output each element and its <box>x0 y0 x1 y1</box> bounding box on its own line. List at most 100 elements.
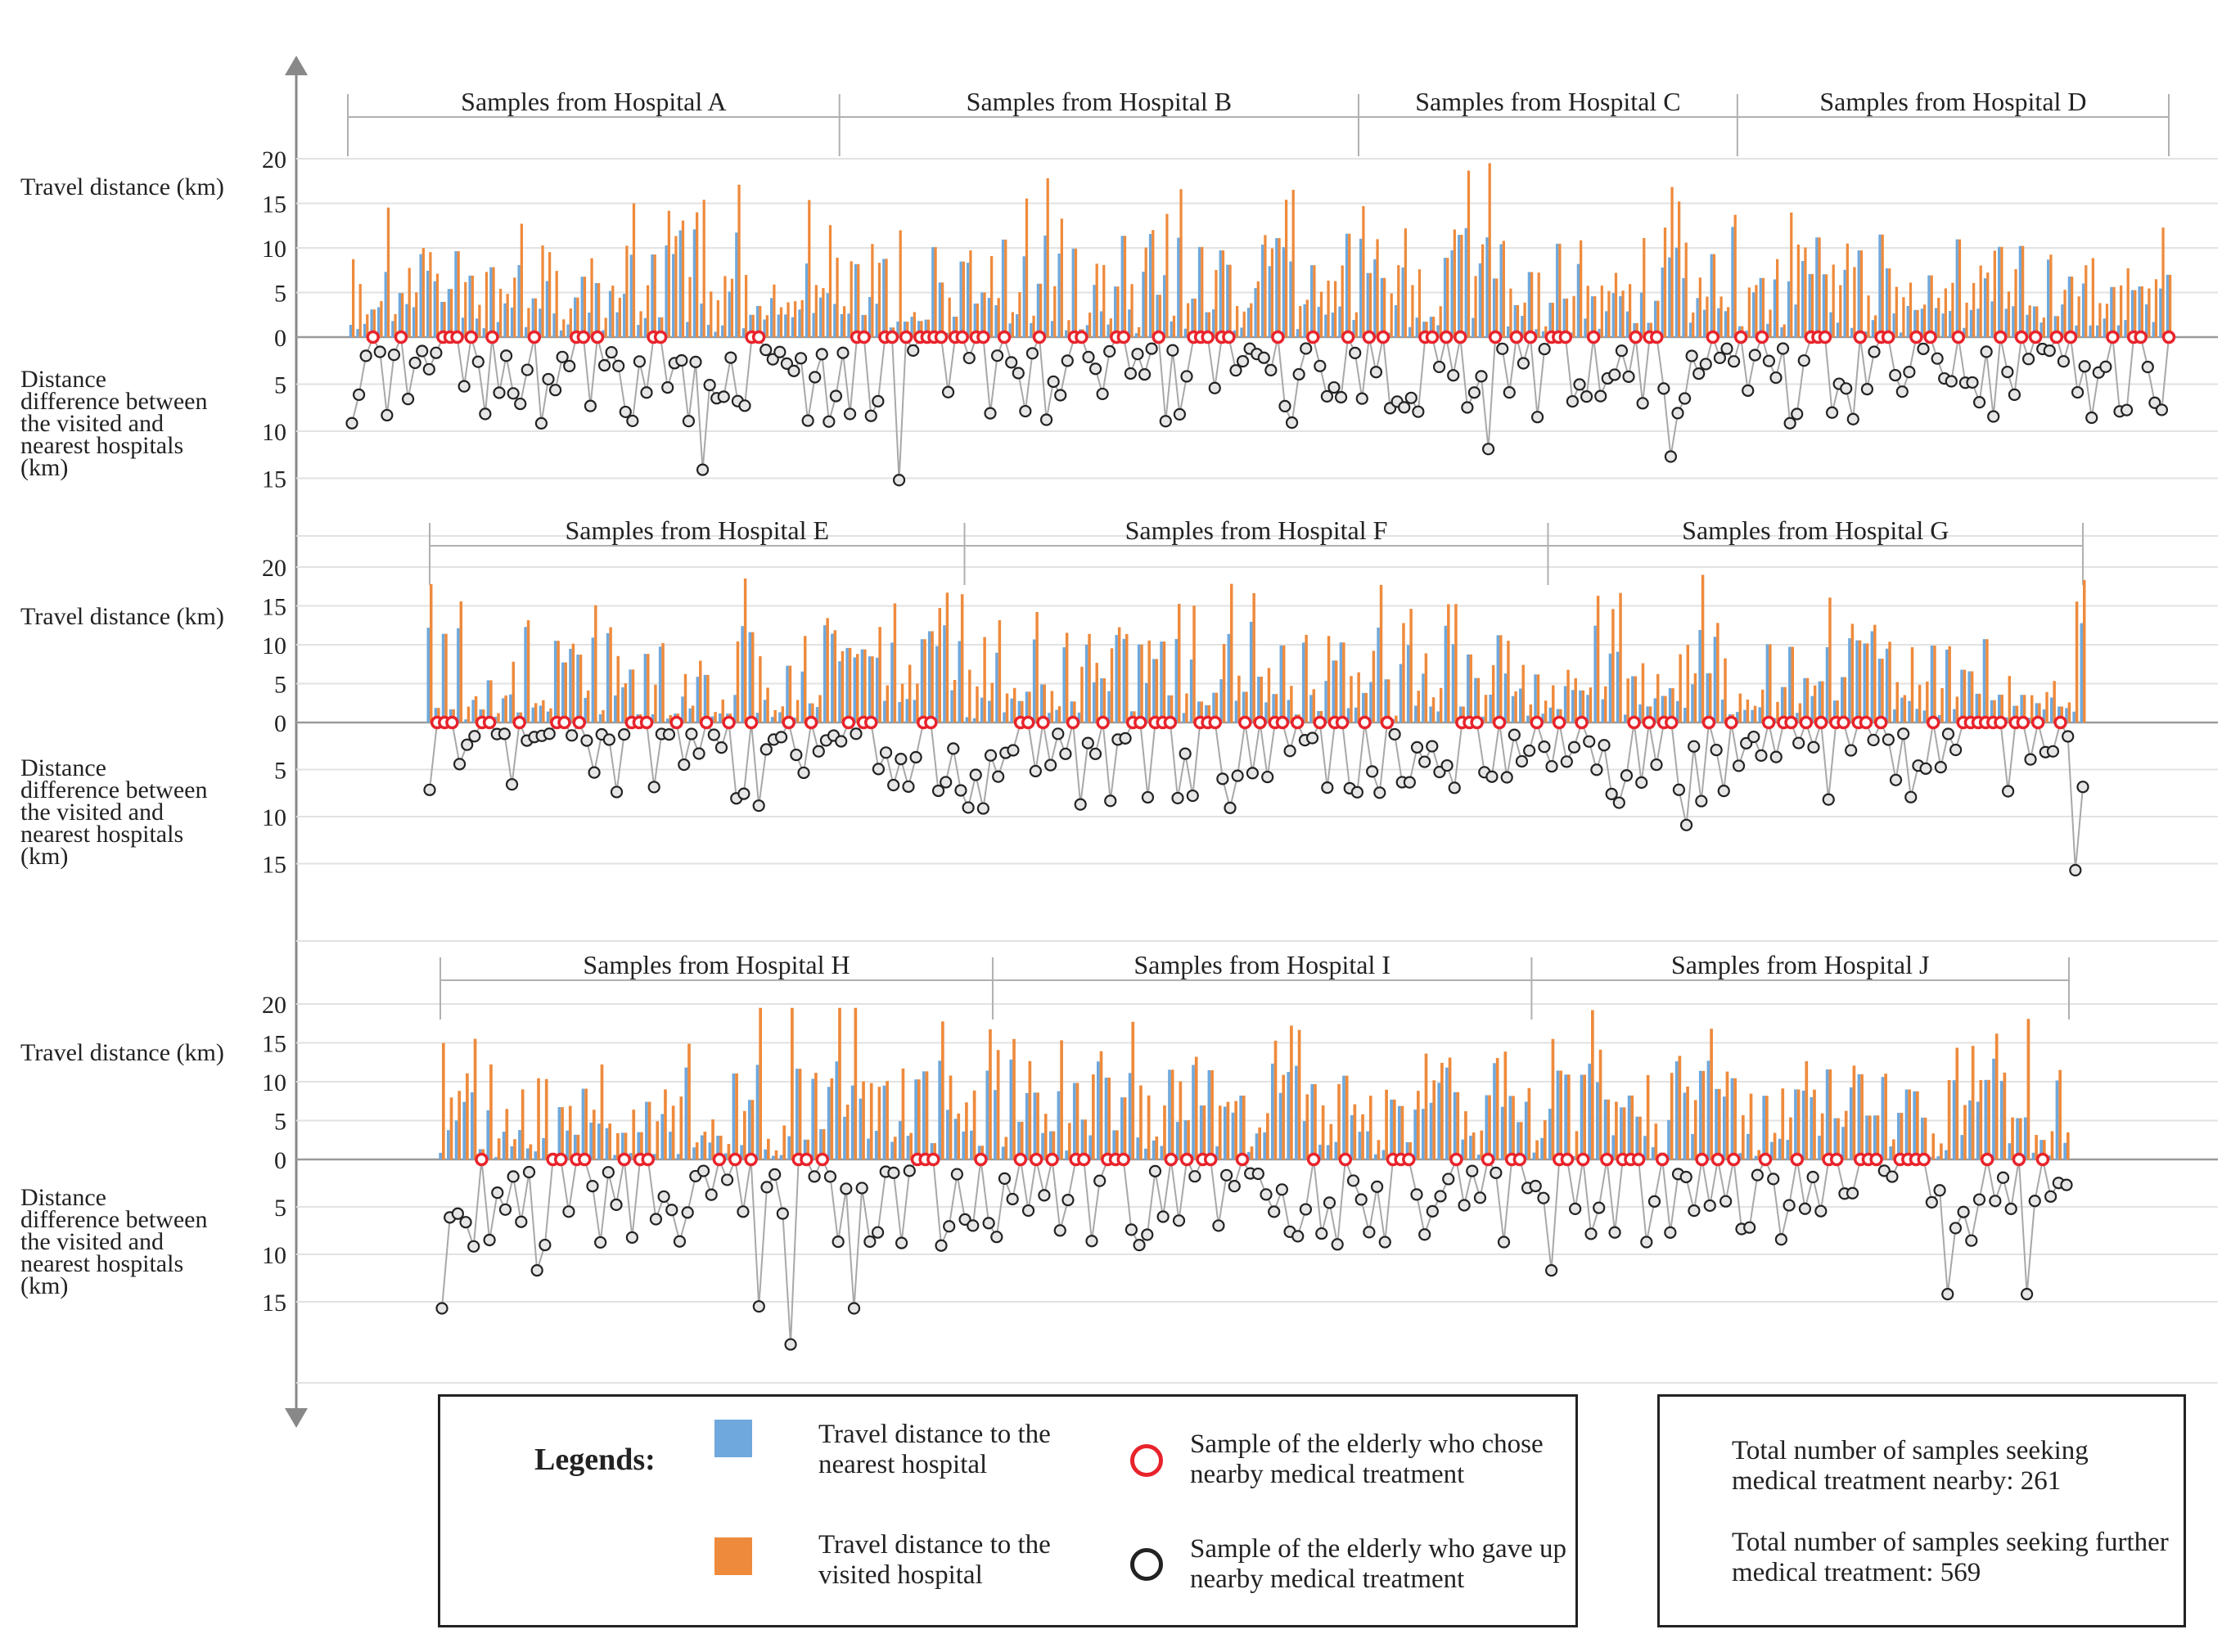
gaveup-sample-marker <box>1331 1238 1344 1251</box>
bar-visited <box>1993 700 1996 722</box>
gaveup-sample-marker <box>1903 366 1916 379</box>
bar-visited <box>2014 268 2017 337</box>
bar-nearest <box>1040 684 1043 722</box>
bar-visited <box>604 317 607 337</box>
bar-nearest <box>696 677 700 722</box>
bar-visited <box>1424 653 1428 722</box>
gaveup-sample-marker <box>1748 349 1761 362</box>
nearby-sample-marker <box>1313 715 1327 730</box>
bar-visited <box>1708 673 1712 722</box>
gaveup-sample-marker <box>787 364 800 377</box>
bar-nearest <box>875 657 879 722</box>
bar-nearest <box>970 1130 973 1159</box>
bar-visited <box>1843 677 1846 722</box>
bar-nearest <box>1144 682 1148 722</box>
bar-nearest <box>1070 701 1074 722</box>
bar-nearest <box>574 297 577 337</box>
bar-visited <box>1147 1095 1151 1159</box>
bar-nearest <box>2072 711 2076 722</box>
gaveup-sample-marker <box>548 384 562 397</box>
bar-visited <box>1918 684 1922 722</box>
gaveup-sample-marker <box>774 731 788 744</box>
nearby-sample-marker <box>485 330 499 344</box>
bar-nearest <box>906 1136 910 1159</box>
nearby-sample-marker <box>1790 1152 1805 1167</box>
gaveup-sample-marker <box>1038 1189 1051 1202</box>
bar-visited <box>1796 245 1800 337</box>
gaveup-sample-marker <box>1305 731 1319 745</box>
bar-nearest <box>953 1119 958 1159</box>
bar-nearest <box>1324 314 1327 337</box>
bar-nearest <box>1464 227 1467 337</box>
bar-nearest <box>952 316 956 337</box>
axis-label-difference: Distance difference between the visited an… <box>20 1184 207 1299</box>
gaveup-sample-marker <box>895 753 908 766</box>
bar-visited <box>1955 1047 1959 1159</box>
bar-nearest <box>1955 239 1958 337</box>
gaveup-sample-marker <box>1560 755 1573 768</box>
bar-visited <box>1656 673 1660 722</box>
bar-visited <box>711 1119 714 1159</box>
gaveup-sample-marker <box>1895 385 1909 398</box>
bar-nearest <box>692 1147 696 1159</box>
y-tick-label: 10 <box>262 632 286 659</box>
bar-nearest <box>1534 674 1537 722</box>
bar-nearest <box>525 1148 530 1159</box>
gaveup-sample-marker <box>1688 1204 1701 1218</box>
bar-visited <box>814 1073 818 1159</box>
nearby-sample-marker <box>464 330 478 344</box>
y-tick-label: 5 <box>274 1109 286 1136</box>
bar-nearest <box>1436 325 1440 337</box>
bar-nearest <box>732 1073 736 1159</box>
gaveup-sample-marker <box>1473 1191 1487 1204</box>
gaveup-sample-marker <box>678 758 691 772</box>
bar-visited <box>2083 579 2086 722</box>
gaveup-sample-marker <box>1500 771 1513 784</box>
gaveup-sample-marker <box>1096 387 1109 401</box>
nearby-sample-marker <box>744 715 759 730</box>
bar-nearest <box>1500 1106 1504 1159</box>
bar-nearest <box>1893 709 1896 722</box>
bar-visited <box>1267 668 1271 722</box>
nearby-sample-marker <box>976 330 990 344</box>
gaveup-sample-marker <box>1695 794 1708 808</box>
nearby-sample-marker <box>1837 715 1850 730</box>
bar-nearest <box>658 646 662 722</box>
bar-visited <box>1291 189 1295 337</box>
gaveup-sample-marker <box>705 1188 718 1201</box>
gaveup-sample-marker <box>794 352 808 365</box>
gaveup-sample-marker <box>1987 410 2000 423</box>
visited-swatch <box>714 1537 752 1575</box>
bar-visited <box>2066 1132 2070 1159</box>
bar-nearest <box>1576 263 1580 337</box>
bar-visited <box>962 261 965 337</box>
nearby-sample-marker <box>1799 715 1814 730</box>
bar-nearest <box>482 328 485 337</box>
nearby-sample-marker <box>1859 715 1873 730</box>
bar-visited <box>920 321 923 337</box>
bar-visited <box>759 305 762 337</box>
gaveup-sample-marker <box>776 1207 789 1220</box>
bar-visited <box>1018 292 1021 337</box>
bar-nearest <box>1104 1078 1108 1159</box>
bar-nearest <box>1627 1095 1631 1159</box>
bar-visited <box>869 1083 873 1159</box>
bar-visited <box>893 603 897 722</box>
bar-visited <box>857 263 860 337</box>
nearby-sample-marker <box>1873 715 1888 730</box>
gaveup-sample-marker <box>467 1240 480 1253</box>
bar-visited <box>394 313 397 337</box>
bar-visited <box>1392 1099 1396 1159</box>
nearby-sample-marker <box>590 330 605 344</box>
bar-visited <box>1305 299 1309 337</box>
nearby-sample-marker <box>1724 715 1738 730</box>
gaveup-sample-marker <box>602 1166 615 1179</box>
bar-nearest <box>777 314 780 337</box>
gaveup-sample-marker <box>681 1206 694 1219</box>
bar-nearest <box>854 263 858 337</box>
gaveup-sample-marker <box>1104 794 1117 808</box>
nearby-sample-marker <box>1631 1152 1646 1167</box>
bar-nearest <box>930 1143 934 1159</box>
bar-nearest <box>1120 236 1124 337</box>
bar-visited <box>1521 664 1525 722</box>
